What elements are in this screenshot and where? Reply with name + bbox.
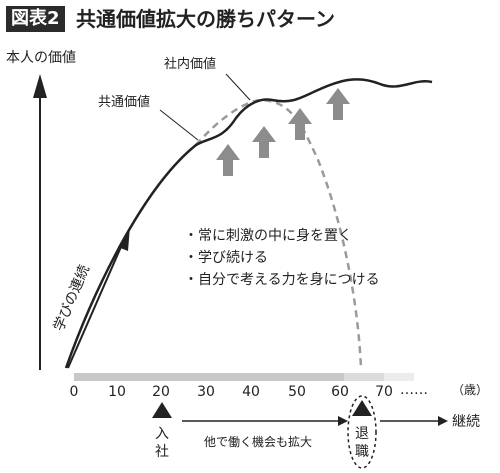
company-value-label: 社内価値: [164, 56, 216, 72]
x-axis-band-fade-2: [384, 373, 414, 381]
up-arrow-2: [252, 126, 276, 158]
x-axis-unit: （歳）: [452, 383, 488, 397]
x-axis-band-fade-1: [344, 373, 384, 381]
x-tick-label: 60: [331, 384, 349, 400]
company-value-leader: [225, 73, 251, 101]
learning-arrow-label: 学びの連続: [50, 262, 93, 333]
timeline-arrowhead-2: [438, 416, 448, 426]
x-axis-band: [74, 373, 344, 381]
x-tick-label: 10: [108, 384, 126, 400]
x-tick-label: 30: [197, 384, 215, 400]
join-label: 入社: [155, 426, 169, 460]
shared-value-curve: [64, 78, 433, 369]
x-tick-label: 40: [242, 384, 260, 400]
y-axis-arrowhead: [33, 74, 47, 98]
up-arrow-3: [288, 108, 312, 140]
bullet-item: ・自分で考える力を身につける: [184, 272, 380, 288]
bullet-item: ・常に刺激の中に身を置く: [184, 227, 352, 244]
retire-label: 退職: [355, 426, 369, 460]
up-arrow-4: [326, 88, 350, 120]
y-axis-label: 本人の価値: [6, 50, 76, 66]
bullet-item: ・学び続ける: [184, 249, 268, 266]
x-tick-label: 50: [288, 384, 306, 400]
x-tick-label: 0: [70, 384, 79, 400]
timeline-middle-label: 他で働く機会も拡大: [204, 434, 312, 449]
figure-title: 共通価値拡大の勝ちパターン: [76, 7, 335, 31]
figure-tag: 図表2: [6, 6, 65, 32]
join-marker-triangle: [152, 402, 172, 418]
retire-dashed-ellipse: [347, 395, 377, 469]
shared-value-leader: [159, 109, 199, 141]
shared-value-label: 共通価値: [98, 94, 150, 110]
x-tick-label: ……: [400, 382, 428, 398]
up-arrow-1: [216, 144, 240, 176]
timeline-arrowhead-1: [338, 416, 348, 426]
retire-marker-triangle: [352, 400, 372, 416]
timeline-end-label: 継続: [452, 413, 480, 430]
x-tick-label: 20: [152, 384, 170, 400]
x-tick-label: 70: [375, 384, 393, 400]
learning-arrow-line: [67, 239, 125, 369]
